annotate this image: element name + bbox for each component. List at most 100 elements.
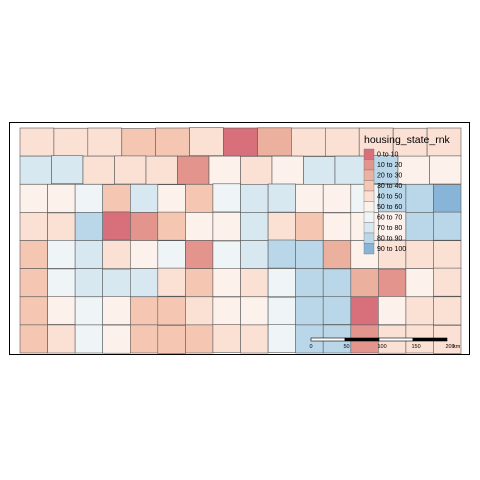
county-polygon (433, 240, 462, 270)
county-polygon (102, 211, 131, 241)
legend-label: 90 to 100 (377, 246, 406, 253)
legend-swatch (363, 211, 375, 223)
county-polygon (47, 212, 76, 242)
county-polygon (377, 296, 407, 325)
county-polygon (433, 211, 462, 241)
county-polygon (334, 155, 367, 185)
map-frame: housing_state_rnk 0 to 10 10 to 20 20 to 3… (9, 122, 470, 355)
county-polygon (87, 127, 123, 157)
legend: housing_state_rnk 0 to 10 10 to 20 20 to 3… (363, 134, 451, 255)
county-polygon (405, 240, 434, 269)
county-polygon (102, 324, 131, 354)
county-polygon (397, 155, 430, 185)
county-polygon (185, 212, 214, 241)
county-polygon (303, 156, 336, 185)
county-polygon (102, 296, 131, 325)
county-polygon (74, 296, 103, 326)
legend-label: 30 to 40 (377, 183, 402, 190)
county-polygon (47, 324, 76, 354)
county-polygon (189, 127, 224, 156)
county-polygon (212, 212, 241, 241)
legend-swatch (363, 159, 375, 171)
county-polygon (130, 296, 159, 326)
county-polygon (19, 212, 48, 241)
legend-swatch (363, 169, 375, 181)
county-polygon (377, 268, 407, 298)
county-polygon (240, 240, 269, 269)
county-polygon (185, 240, 214, 269)
county-polygon (185, 296, 214, 326)
county-polygon (157, 296, 186, 326)
county-polygon (130, 212, 159, 241)
county-polygon (47, 296, 76, 325)
county-polygon (295, 240, 324, 269)
county-polygon (433, 296, 462, 326)
county-polygon (433, 267, 462, 297)
county-polygon (267, 239, 297, 269)
county-polygon (157, 211, 186, 241)
legend-swatch (363, 180, 375, 192)
county-polygon (157, 184, 186, 214)
county-polygon (405, 296, 434, 326)
county-polygon (19, 268, 48, 298)
county-polygon (324, 127, 360, 157)
county-polygon (267, 183, 297, 213)
county-polygon (291, 127, 326, 157)
county-polygon (377, 211, 407, 241)
county-polygon (295, 296, 324, 326)
county-polygon (240, 212, 269, 241)
legend-swatch (363, 232, 375, 244)
scale-bar-segment (310, 337, 346, 342)
county-polygon (267, 324, 297, 354)
county-polygon (53, 127, 89, 157)
county-polygon (240, 324, 269, 354)
county-polygon (102, 268, 131, 298)
county-polygon (267, 296, 297, 326)
county-polygon (185, 183, 214, 213)
county-polygon (267, 212, 297, 241)
county-polygon (212, 240, 241, 270)
county-polygon (74, 183, 103, 213)
county-polygon (74, 324, 103, 354)
county-polygon (208, 155, 241, 185)
county-polygon (433, 184, 462, 214)
scale-bar-segment (378, 337, 414, 342)
county-polygon (212, 296, 241, 326)
county-polygon (350, 268, 379, 298)
legend-swatch (363, 148, 375, 160)
legend-label: 60 to 70 (377, 215, 402, 222)
county-polygon (130, 324, 159, 354)
county-polygon (392, 127, 428, 157)
scale-bar-tick-label: 0 (310, 344, 313, 350)
county-polygon (74, 240, 103, 269)
county-polygon (240, 183, 269, 213)
county-polygon (295, 183, 324, 213)
county-polygon (130, 268, 159, 298)
county-polygon (157, 325, 186, 354)
county-polygon (19, 127, 55, 157)
county-polygon (19, 324, 48, 354)
county-polygon (240, 156, 273, 185)
scale-bar-segment (344, 337, 380, 342)
county-polygon (47, 268, 76, 298)
county-polygon (257, 127, 292, 157)
scale-bar-tick-label: 200 (446, 344, 455, 350)
county-polygon (322, 296, 352, 325)
legend-label: 70 to 80 (377, 225, 402, 232)
county-choropleth-map: housing_state_rnk 0 to 10 10 to 20 20 to 3… (19, 127, 462, 354)
county-polygon (223, 127, 258, 157)
county-polygon (429, 155, 462, 185)
county-polygon (19, 183, 48, 213)
county-polygon (130, 240, 159, 269)
county-polygon (267, 268, 297, 298)
county-layer (19, 127, 462, 354)
county-polygon (157, 267, 186, 297)
legend-items: 0 to 10 10 to 20 20 to 30 30 to 40 40 to 50 5… (363, 148, 406, 255)
county-polygon (145, 155, 178, 185)
county-polygon (19, 155, 52, 185)
county-polygon (212, 183, 241, 213)
county-polygon (240, 296, 269, 326)
county-polygon (130, 183, 159, 213)
scale-bar-tick-label: 100 (378, 344, 387, 350)
